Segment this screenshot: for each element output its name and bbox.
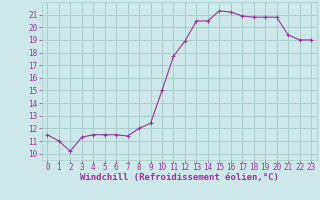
X-axis label: Windchill (Refroidissement éolien,°C): Windchill (Refroidissement éolien,°C)	[80, 173, 279, 182]
